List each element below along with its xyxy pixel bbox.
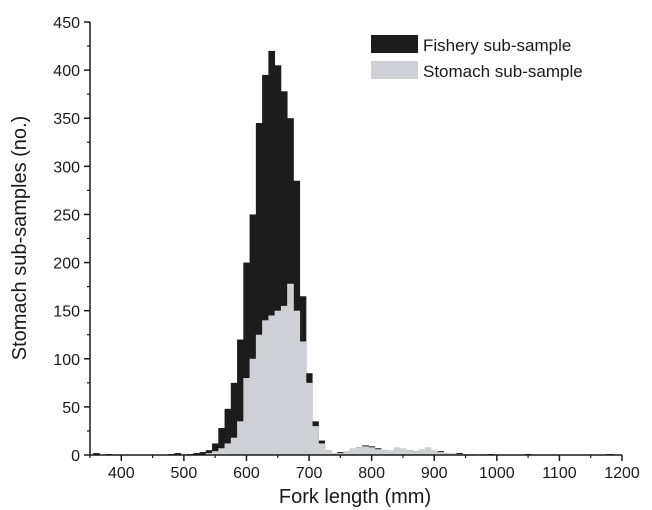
fishery-bar xyxy=(230,382,238,455)
fishery-bar xyxy=(174,453,182,455)
fishery-bar xyxy=(224,408,232,455)
y-tick-label: 50 xyxy=(62,400,80,417)
fishery-bar xyxy=(280,91,288,455)
stomach-bar xyxy=(368,447,376,455)
stomach-bars xyxy=(205,283,488,455)
y-tick-label: 400 xyxy=(53,63,80,80)
stomach-bar xyxy=(218,448,225,455)
legend-swatch-stomach xyxy=(371,61,418,79)
x-tick-label: 1000 xyxy=(479,465,515,482)
legend-label-fishery: Fishery sub-sample xyxy=(423,36,571,55)
x-tick-label: 700 xyxy=(296,465,323,482)
y-tick-label: 100 xyxy=(53,352,80,369)
stomach-bar xyxy=(330,453,338,455)
y-axis-label: Stomach sub-samples (no.) xyxy=(9,116,31,361)
fishery-bar xyxy=(237,339,244,455)
x-tick-label: 1100 xyxy=(542,465,577,482)
stomach-bar xyxy=(287,283,294,455)
y-tick-label: 0 xyxy=(71,448,80,465)
fishery-bar xyxy=(218,428,225,455)
stomach-bar xyxy=(393,447,401,455)
fishery-bar xyxy=(93,453,100,455)
stomach-bar xyxy=(362,446,369,455)
stomach-bar xyxy=(343,451,351,455)
x-tick-label: 800 xyxy=(358,465,385,482)
legend-label-stomach: Stomach sub-sample xyxy=(423,62,583,81)
fishery-bar xyxy=(243,262,250,455)
stomach-bar xyxy=(274,310,282,455)
stomach-bar xyxy=(262,320,269,455)
stomach-bar xyxy=(243,378,250,455)
stomach-bar xyxy=(268,315,276,455)
stomach-bar xyxy=(418,449,426,455)
y-tick-label: 350 xyxy=(53,111,80,128)
fishery-bars xyxy=(93,50,614,456)
stomach-bar xyxy=(406,450,413,455)
fishery-bar xyxy=(268,50,276,455)
legend-swatch-fishery xyxy=(371,35,418,53)
stomach-bar xyxy=(449,453,457,455)
stomach-bar xyxy=(299,341,307,455)
stomach-bar xyxy=(356,447,363,455)
stomach-bar xyxy=(293,310,301,455)
fishery-bar xyxy=(274,65,282,456)
stomach-bar xyxy=(224,443,232,455)
fishery-bar xyxy=(193,453,200,455)
legend: Fishery sub-sample Stomach sub-sample xyxy=(371,35,583,81)
fishery-bar xyxy=(262,74,269,455)
fishery-bar xyxy=(255,123,263,456)
y-tick-label: 150 xyxy=(53,304,80,321)
stomach-bar xyxy=(437,452,445,455)
stomach-bar xyxy=(324,450,332,455)
stomach-bar xyxy=(312,426,319,455)
fishery-bar xyxy=(212,443,219,455)
axes: 0 50 100 150 200 250 300 350 400 450 400 500 600 700… xyxy=(53,15,640,482)
stomach-bar xyxy=(412,451,419,455)
fishery-bar xyxy=(199,452,207,455)
x-tick-label: 1200 xyxy=(604,465,640,482)
x-tick-label: 900 xyxy=(421,465,448,482)
stomach-bar xyxy=(387,450,394,455)
x-axis-label: Fork length (mm) xyxy=(279,486,431,508)
stomach-bar xyxy=(212,451,219,455)
fishery-bar xyxy=(249,214,257,455)
stomach-bar xyxy=(305,382,313,455)
x-tick-label: 400 xyxy=(108,465,135,482)
x-ticks: 400 500 600 700 800 900 1000 1100 1200 xyxy=(89,455,640,482)
stomach-bar xyxy=(431,450,438,455)
stomach-bar xyxy=(318,443,326,455)
stomach-bar xyxy=(237,421,244,455)
stomach-bar xyxy=(374,449,382,455)
stomach-bar xyxy=(424,447,432,455)
x-tick-label: 600 xyxy=(233,465,260,482)
stomach-bar xyxy=(443,453,451,455)
stomach-bar xyxy=(255,334,263,455)
y-tick-label: 300 xyxy=(53,159,80,176)
stomach-bar xyxy=(280,305,288,455)
stomach-bar xyxy=(381,450,388,455)
stomach-bar xyxy=(230,437,238,455)
y-tick-label: 200 xyxy=(53,256,80,273)
stomach-bar xyxy=(249,358,257,455)
x-tick-label: 500 xyxy=(171,465,198,482)
fishery-bar xyxy=(205,450,213,455)
y-ticks: 0 50 100 150 200 250 300 350 400 450 xyxy=(53,15,90,465)
y-tick-label: 250 xyxy=(53,207,80,224)
stomach-bar xyxy=(349,448,357,455)
stomach-bar xyxy=(205,453,213,455)
stomach-bar xyxy=(399,448,407,455)
stomach-bar xyxy=(337,453,344,455)
y-tick-label: 450 xyxy=(53,15,80,32)
